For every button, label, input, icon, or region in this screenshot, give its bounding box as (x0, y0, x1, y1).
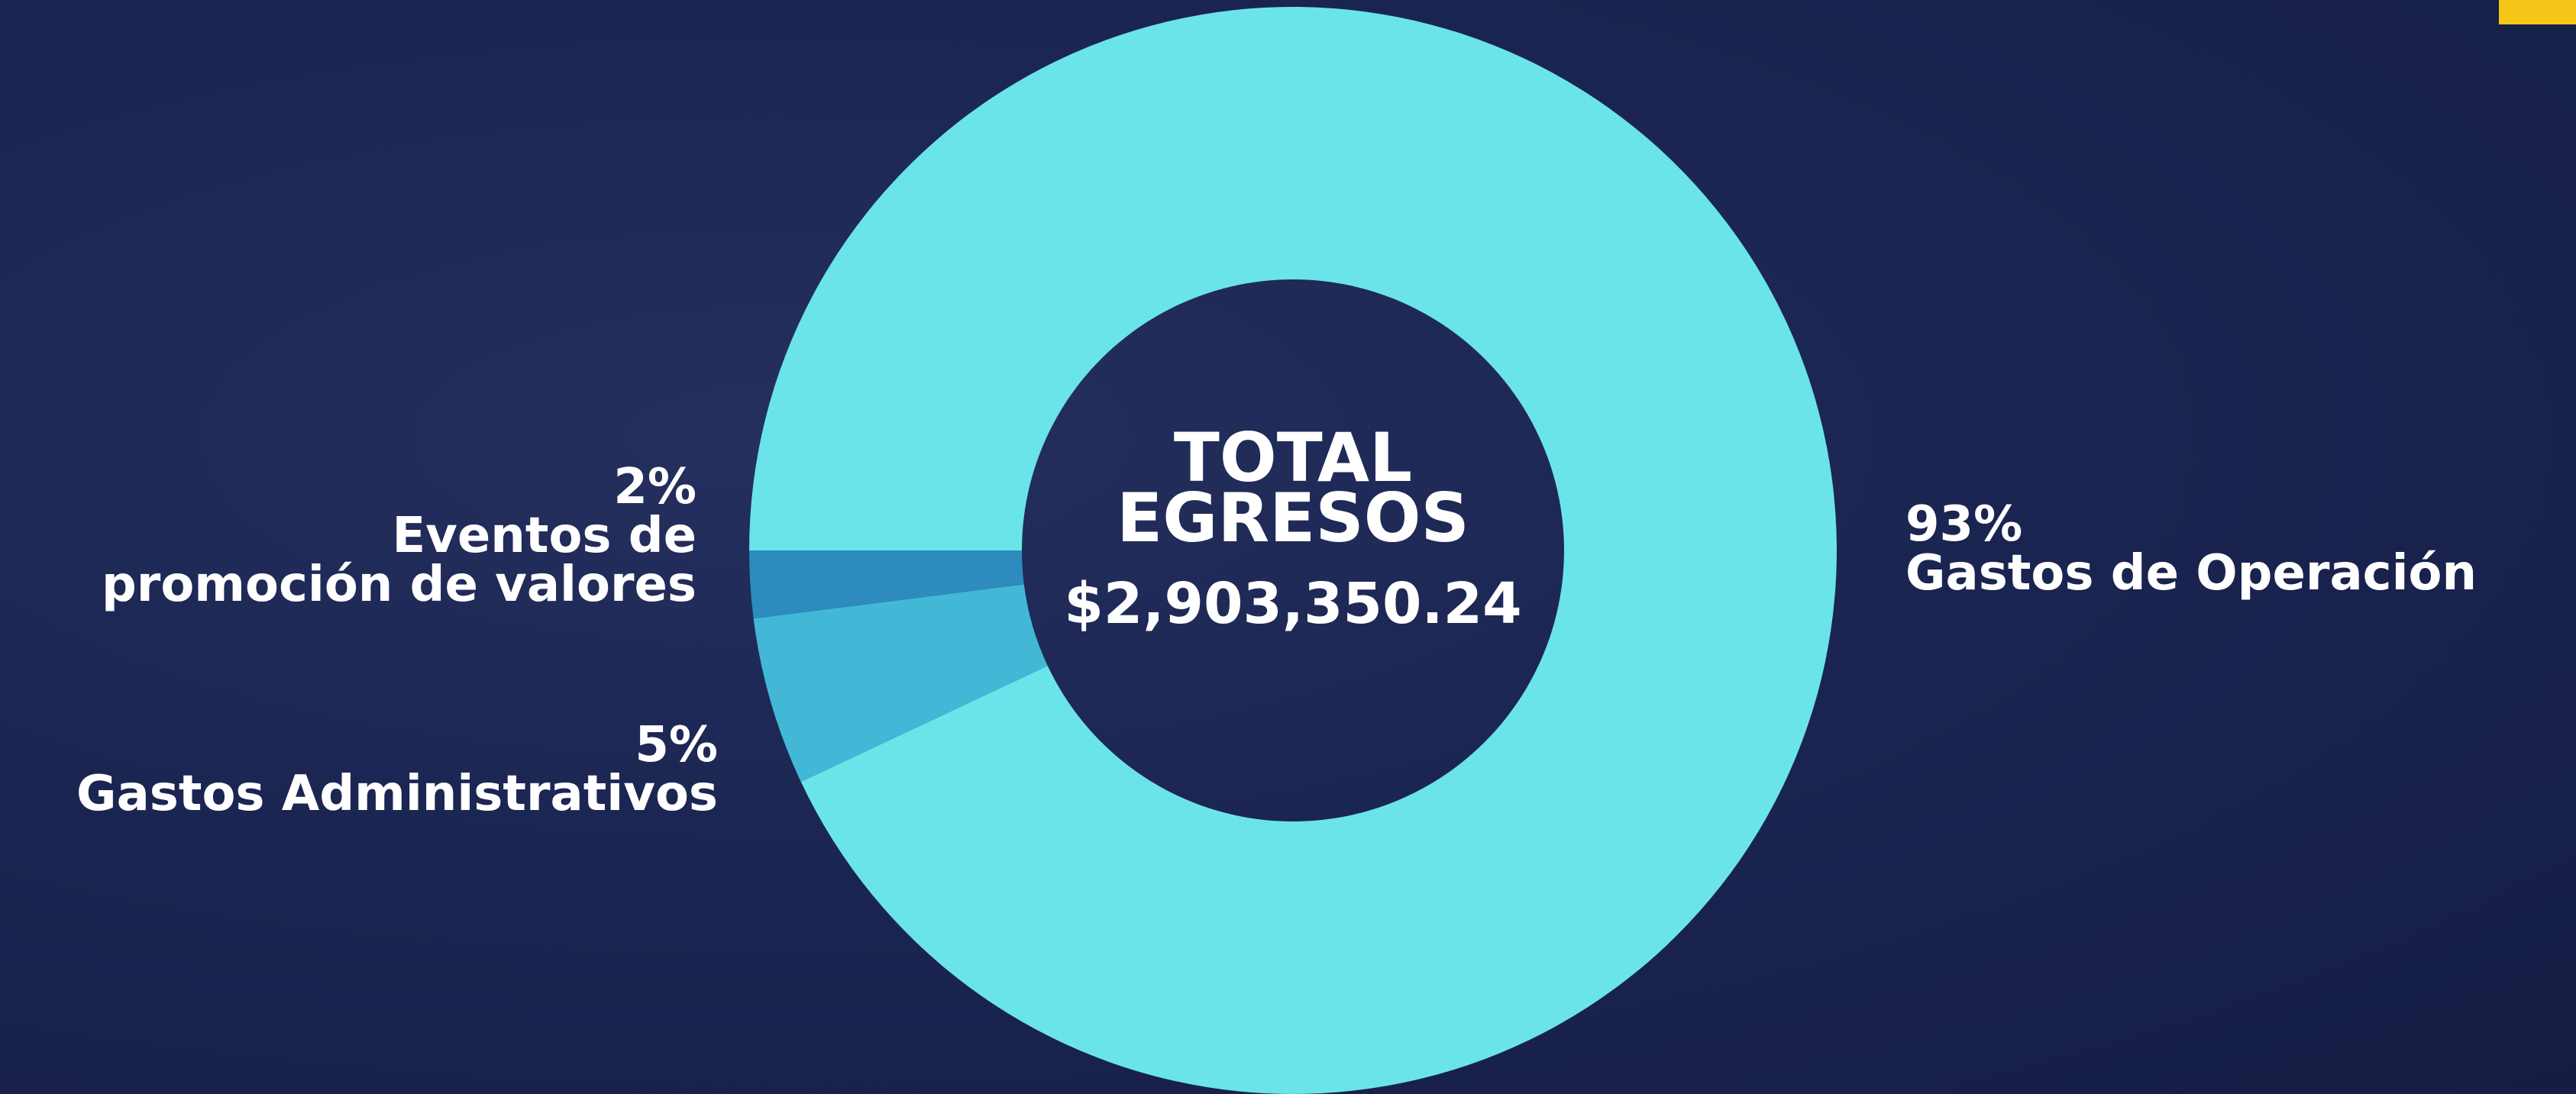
slice-category: Gastos de Operación (1905, 545, 2477, 602)
center-title: TOTAL EGRESOS (1079, 428, 1507, 548)
slice-label: 2% Eventos de promoción de valores (31, 463, 697, 609)
slice-percent: 2% (31, 463, 697, 512)
slice-percent: 5% (0, 721, 718, 770)
corner-accent (2499, 0, 2576, 24)
slice-label: 5% Gastos Administrativos (0, 721, 718, 818)
center-value: $2,903,350.24 (1026, 571, 1560, 637)
slice-category: Eventos de promoción de valores (102, 508, 697, 613)
slice-category: Gastos Administrativos (76, 766, 718, 822)
slice-label: 93% Gastos de Operación (1905, 500, 2562, 598)
slice-percent: 93% (1905, 500, 2562, 549)
page: TOTAL EGRESOS $2,903,350.24 93% Gastos d… (0, 0, 2576, 1094)
